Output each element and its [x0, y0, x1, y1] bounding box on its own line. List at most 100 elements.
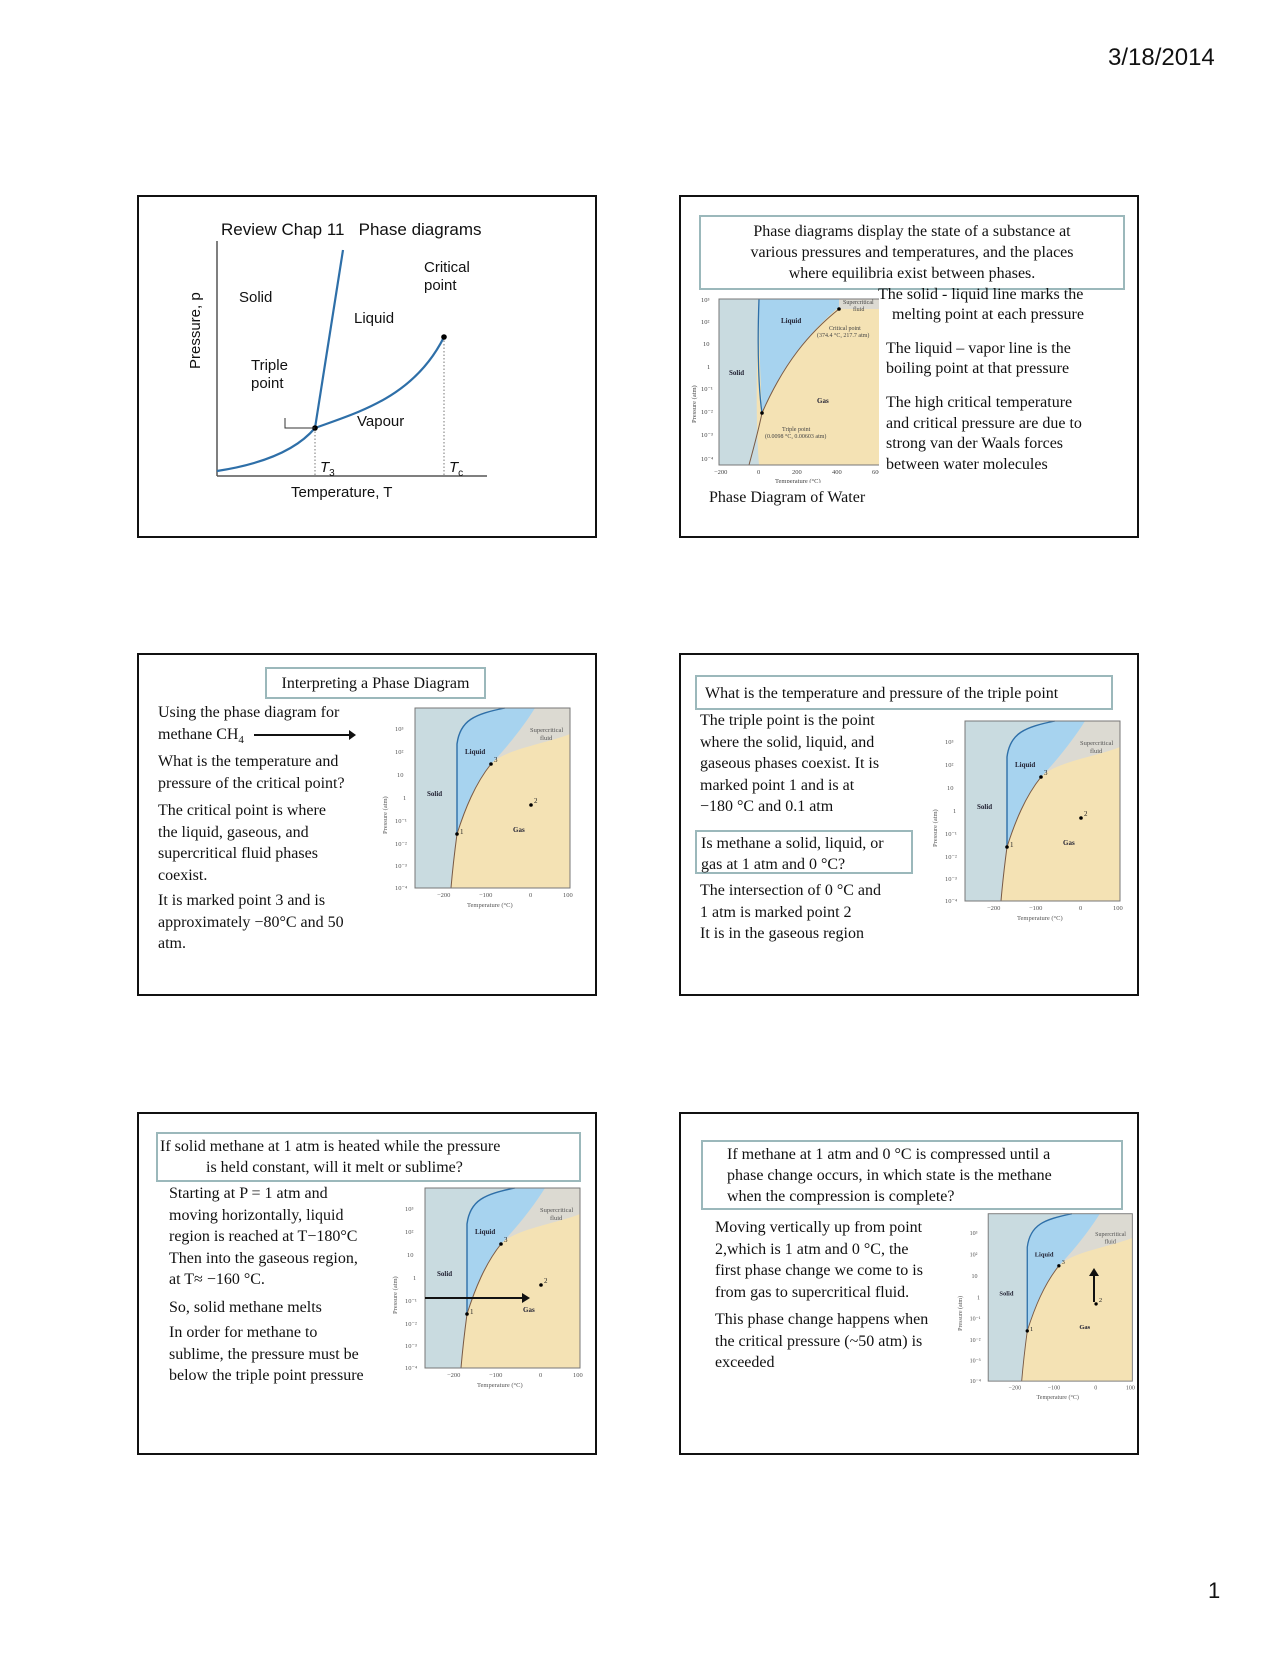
svg-text:10³: 10³	[405, 1206, 414, 1213]
svg-text:Liquid: Liquid	[475, 1228, 495, 1236]
svg-text:1: 1	[403, 795, 406, 802]
svg-text:10³: 10³	[395, 726, 404, 733]
tc-label: Tc	[449, 459, 464, 479]
svg-text:10³: 10³	[970, 1231, 978, 1237]
slide-1: Review Chap 11 Phase diagrams Solid Liqu…	[137, 195, 597, 538]
svg-text:Pressure (atm): Pressure (atm)	[957, 1296, 964, 1331]
page-number: 1	[1208, 1578, 1221, 1603]
svg-text:Triple point: Triple point	[782, 427, 811, 433]
svg-text:Liquid: Liquid	[465, 748, 485, 756]
triple-point-answer: The triple point is the point where the …	[700, 712, 880, 815]
svg-text:fluid: fluid	[550, 1215, 563, 1222]
svg-text:fluid: fluid	[540, 735, 553, 742]
svg-text:100: 100	[573, 1372, 583, 1379]
svg-text:10: 10	[703, 341, 710, 348]
vapour-label: Vapour	[357, 413, 405, 430]
svg-text:100: 100	[1113, 905, 1123, 912]
triple-point-label: Triple point	[251, 357, 288, 392]
svg-text:200: 200	[792, 469, 802, 476]
svg-text:10²: 10²	[395, 749, 404, 756]
svg-text:10⁻⁴: 10⁻⁴	[395, 885, 408, 892]
svg-text:10⁻³: 10⁻³	[970, 1359, 981, 1365]
svg-text:0: 0	[529, 892, 532, 899]
svg-text:2: 2	[534, 797, 538, 805]
svg-text:10: 10	[947, 785, 954, 792]
svg-text:10⁻²: 10⁻²	[970, 1338, 981, 1344]
slide-title-box: If methane at 1 atm and 0 °C is compress…	[701, 1140, 1123, 1210]
chart-caption: Phase Diagram of Water	[709, 489, 866, 506]
t3-label: T3	[320, 459, 335, 479]
svg-text:10³: 10³	[701, 297, 710, 304]
svg-text:3: 3	[504, 1236, 508, 1244]
svg-text:10³: 10³	[945, 739, 954, 746]
svg-text:Pressure (atm): Pressure (atm)	[932, 809, 939, 847]
svg-text:10²: 10²	[701, 319, 710, 326]
svg-text:Solid: Solid	[729, 369, 744, 377]
svg-text:Supercritical: Supercritical	[843, 300, 874, 306]
methane-phase-chart: 10³ 10² 10 1 10⁻¹ 10⁻² 10⁻³ 10⁻⁴ −200 −1…	[392, 1187, 583, 1389]
svg-text:100: 100	[563, 892, 573, 899]
solid-label: Solid	[239, 289, 273, 306]
methane-phase-chart: 10³ 10² 10 1 10⁻¹ 10⁻² 10⁻³ 10⁻⁴ −200 −1…	[957, 1213, 1135, 1401]
methane-phase-chart: 10³ 10² 10 1 10⁻¹ 10⁻² 10⁻³ 10⁻⁴ −200 −1…	[932, 720, 1123, 922]
svg-text:−100: −100	[489, 1372, 502, 1379]
svg-text:1: 1	[977, 1295, 980, 1301]
page-date: 3/18/2014	[1108, 44, 1215, 71]
critical-point-label: Critical point	[424, 259, 470, 294]
svg-text:0: 0	[757, 469, 760, 476]
slide-title-box: What is the temperature and pressure of …	[695, 675, 1113, 710]
intro-text-box: Phase diagrams display the state of a su…	[699, 215, 1125, 290]
svg-text:Supercritical: Supercritical	[530, 727, 563, 734]
svg-text:10⁻²: 10⁻²	[701, 409, 713, 416]
svg-text:Gas: Gas	[513, 826, 525, 834]
liquid-label: Liquid	[354, 310, 395, 327]
intersection-answer: The intersection of 0 °C and 1 atm is ma…	[700, 882, 882, 942]
question-box: Is methane a solid, liquid, or gas at 1 …	[695, 830, 913, 874]
svg-text:(374.4 °C, 217.7 atm): (374.4 °C, 217.7 atm)	[817, 332, 869, 339]
methane-chart-slot: 10³ 10² 10 1 10⁻¹ 10⁻² 10⁻³ 10⁻⁴ −200 −1…	[385, 1184, 585, 1419]
svg-text:Pressure (atm): Pressure (atm)	[691, 385, 698, 423]
vertical-arrow-icon	[1089, 1268, 1099, 1302]
svg-text:Gas: Gas	[1079, 1324, 1090, 1331]
svg-text:10⁻³: 10⁻³	[395, 863, 407, 870]
svg-text:−200: −200	[437, 892, 450, 899]
svg-text:Temperature (°C): Temperature (°C)	[1017, 915, 1063, 922]
svg-text:Gas: Gas	[817, 397, 829, 405]
slide-6: If methane at 1 atm and 0 °C is compress…	[679, 1112, 1139, 1455]
svg-text:−200: −200	[987, 905, 1000, 912]
svg-text:Temperature (°C): Temperature (°C)	[1037, 1394, 1079, 1401]
svg-text:Gas: Gas	[1063, 839, 1075, 847]
svg-text:10: 10	[397, 772, 404, 779]
svg-text:3: 3	[1044, 769, 1048, 777]
horizontal-arrow-icon	[425, 1293, 530, 1303]
svg-text:Solid: Solid	[999, 1291, 1013, 1298]
x-axis-label: Temperature, T	[291, 484, 393, 501]
svg-text:−200: −200	[714, 469, 727, 476]
svg-text:10⁻¹: 10⁻¹	[395, 818, 407, 825]
svg-text:10⁻²: 10⁻²	[945, 854, 957, 861]
svg-text:Liquid: Liquid	[1015, 761, 1035, 769]
svg-text:Solid: Solid	[437, 1270, 452, 1278]
svg-text:Temperature (°C): Temperature (°C)	[467, 902, 513, 909]
slide-title-box: Interpreting a Phase Diagram	[265, 667, 486, 699]
svg-text:Supercritical: Supercritical	[1080, 740, 1113, 747]
svg-text:−100: −100	[1029, 905, 1042, 912]
svg-text:10⁻¹: 10⁻¹	[970, 1317, 981, 1323]
svg-text:10⁻²: 10⁻²	[395, 841, 407, 848]
svg-text:fluid: fluid	[1090, 748, 1103, 755]
svg-text:3: 3	[1062, 1259, 1065, 1266]
svg-text:1: 1	[953, 808, 956, 815]
bullet-critical: The high critical temperature and critic…	[886, 394, 1082, 473]
svg-text:1: 1	[1010, 841, 1014, 849]
slide-3: Interpreting a Phase Diagram Using the p…	[137, 653, 597, 996]
svg-text:−200: −200	[1009, 1385, 1021, 1391]
svg-text:0: 0	[1079, 905, 1082, 912]
svg-text:Supercritical: Supercritical	[540, 1207, 573, 1214]
svg-text:10⁻¹: 10⁻¹	[701, 386, 713, 393]
svg-text:1: 1	[707, 364, 710, 371]
svg-text:Critical point: Critical point	[829, 326, 861, 332]
svg-text:400: 400	[832, 469, 842, 476]
svg-text:10⁻³: 10⁻³	[945, 876, 957, 883]
slide-title: Review Chap 11 Phase diagrams	[221, 220, 482, 239]
slide-title-box: If solid methane at 1 atm is heated whil…	[156, 1132, 581, 1182]
